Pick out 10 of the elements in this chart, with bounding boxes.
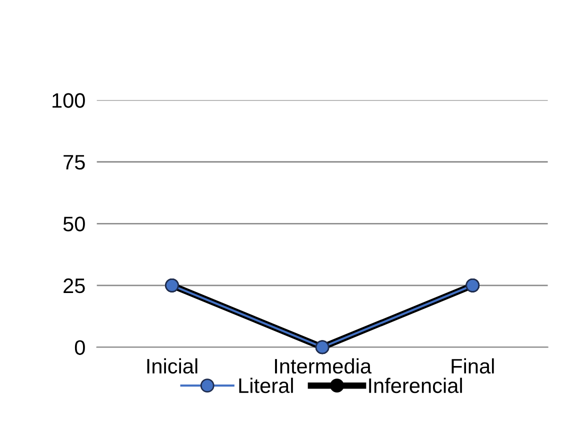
y-tick-label: 0 bbox=[74, 340, 85, 355]
y-tick-label: 50 bbox=[63, 216, 85, 232]
legend-label: Inferencial bbox=[369, 378, 462, 394]
x-tick-label: Inicial bbox=[147, 358, 198, 374]
y-tick-label: 25 bbox=[64, 278, 85, 294]
legend-label: Literal bbox=[239, 378, 293, 394]
y-tick-label: 75 bbox=[64, 155, 85, 170]
x-tick-label: Final bbox=[452, 358, 494, 374]
y-tick-label: 100 bbox=[52, 93, 85, 108]
x-tick-label: Intermedia bbox=[275, 358, 372, 374]
